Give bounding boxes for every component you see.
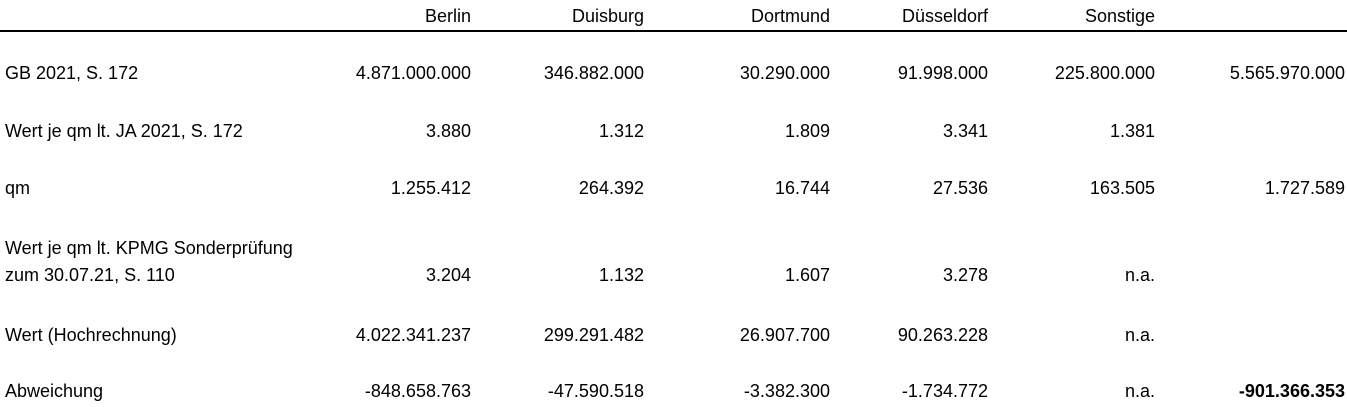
table-row-wert-je-qm-ja: Wert je qm lt. JA 2021, S. 172 3.880 1.3… bbox=[0, 89, 1347, 147]
col-header-total bbox=[1157, 0, 1347, 32]
cell-total: 5.565.970.000 bbox=[1229, 63, 1345, 83]
cell-total bbox=[1157, 291, 1347, 351]
cell-dortmund: 1.607 bbox=[784, 265, 830, 285]
cell-dortmund: 26.907.700 bbox=[739, 325, 830, 345]
cell-duesseldorf: 91.998.000 bbox=[897, 63, 988, 83]
row-label: Wert (Hochrechnung) bbox=[5, 325, 177, 345]
cell-duisburg: 1.312 bbox=[598, 121, 644, 141]
cell-duesseldorf: 27.536 bbox=[932, 178, 988, 198]
col-header-dortmund: Dortmund bbox=[646, 0, 832, 32]
row-label-line2: zum 30.07.21, S. 110 bbox=[5, 265, 175, 285]
col-header-berlin: Berlin bbox=[340, 0, 473, 32]
cell-sonstige: n.a. bbox=[1124, 325, 1155, 345]
cell-duesseldorf: -1.734.772 bbox=[901, 381, 988, 401]
cell-berlin: 4.871.000.000 bbox=[355, 63, 471, 83]
header-row: Berlin Duisburg Dortmund Düsseldorf Sons… bbox=[0, 0, 1347, 32]
cell-sonstige: 163.505 bbox=[1089, 178, 1155, 198]
table-row-wert-je-qm-kpmg: Wert je qm lt. KPMG Sonderprüfung zum 30… bbox=[0, 204, 1347, 291]
cell-duesseldorf: 90.263.228 bbox=[897, 325, 988, 345]
cell-duisburg: -47.590.518 bbox=[547, 381, 644, 401]
cell-total bbox=[1157, 89, 1347, 147]
row-label: Wert je qm lt. JA 2021, S. 172 bbox=[5, 121, 243, 141]
cell-dortmund: 30.290.000 bbox=[739, 63, 830, 83]
cell-duisburg: 346.882.000 bbox=[543, 63, 644, 83]
cell-berlin: -848.658.763 bbox=[364, 381, 471, 401]
cell-berlin: 4.022.341.237 bbox=[355, 325, 471, 345]
row-label: qm bbox=[5, 178, 31, 198]
col-header-sonstige: Sonstige bbox=[990, 0, 1157, 32]
cell-dortmund: 1.809 bbox=[784, 121, 830, 141]
table-row-gb-2021: GB 2021, S. 172 4.871.000.000 346.882.00… bbox=[0, 31, 1347, 89]
cell-sonstige: 225.800.000 bbox=[1054, 63, 1155, 83]
table-row-wert-hochrechnung: Wert (Hochrechnung) 4.022.341.237 299.29… bbox=[0, 291, 1347, 351]
row-label-line1: Wert je qm lt. KPMG Sonderprüfung bbox=[5, 238, 293, 258]
cell-sonstige: n.a. bbox=[1124, 381, 1155, 401]
cell-sonstige: n.a. bbox=[1124, 265, 1155, 285]
cell-duisburg: 299.291.482 bbox=[543, 325, 644, 345]
cell-total: 1.727.589 bbox=[1264, 178, 1345, 198]
row-label: Wert je qm lt. KPMG Sonderprüfung zum 30… bbox=[0, 204, 340, 291]
cell-duesseldorf: 3.341 bbox=[942, 121, 988, 141]
cell-duesseldorf: 3.278 bbox=[942, 265, 988, 285]
cell-dortmund: 16.744 bbox=[774, 178, 830, 198]
col-header-duesseldorf: Düsseldorf bbox=[832, 0, 990, 32]
table-row-qm: qm 1.255.412 264.392 16.744 27.536 163.5… bbox=[0, 147, 1347, 204]
row-label: GB 2021, S. 172 bbox=[5, 63, 139, 83]
cell-berlin: 3.204 bbox=[425, 265, 471, 285]
cell-sonstige: 1.381 bbox=[1109, 121, 1155, 141]
col-header-duisburg: Duisburg bbox=[473, 0, 646, 32]
cell-berlin: 3.880 bbox=[425, 121, 471, 141]
col-header-empty bbox=[0, 0, 340, 32]
table-row-abweichung: Abweichung -848.658.763 -47.590.518 -3.3… bbox=[0, 351, 1347, 407]
cell-total bbox=[1157, 204, 1347, 291]
cell-duisburg: 264.392 bbox=[578, 178, 644, 198]
cell-berlin: 1.255.412 bbox=[390, 178, 471, 198]
row-label: Abweichung bbox=[5, 381, 104, 401]
cell-dortmund: -3.382.300 bbox=[743, 381, 830, 401]
cell-total-abweichung: -901.366.353 bbox=[1238, 381, 1345, 401]
cell-duisburg: 1.132 bbox=[598, 265, 644, 285]
